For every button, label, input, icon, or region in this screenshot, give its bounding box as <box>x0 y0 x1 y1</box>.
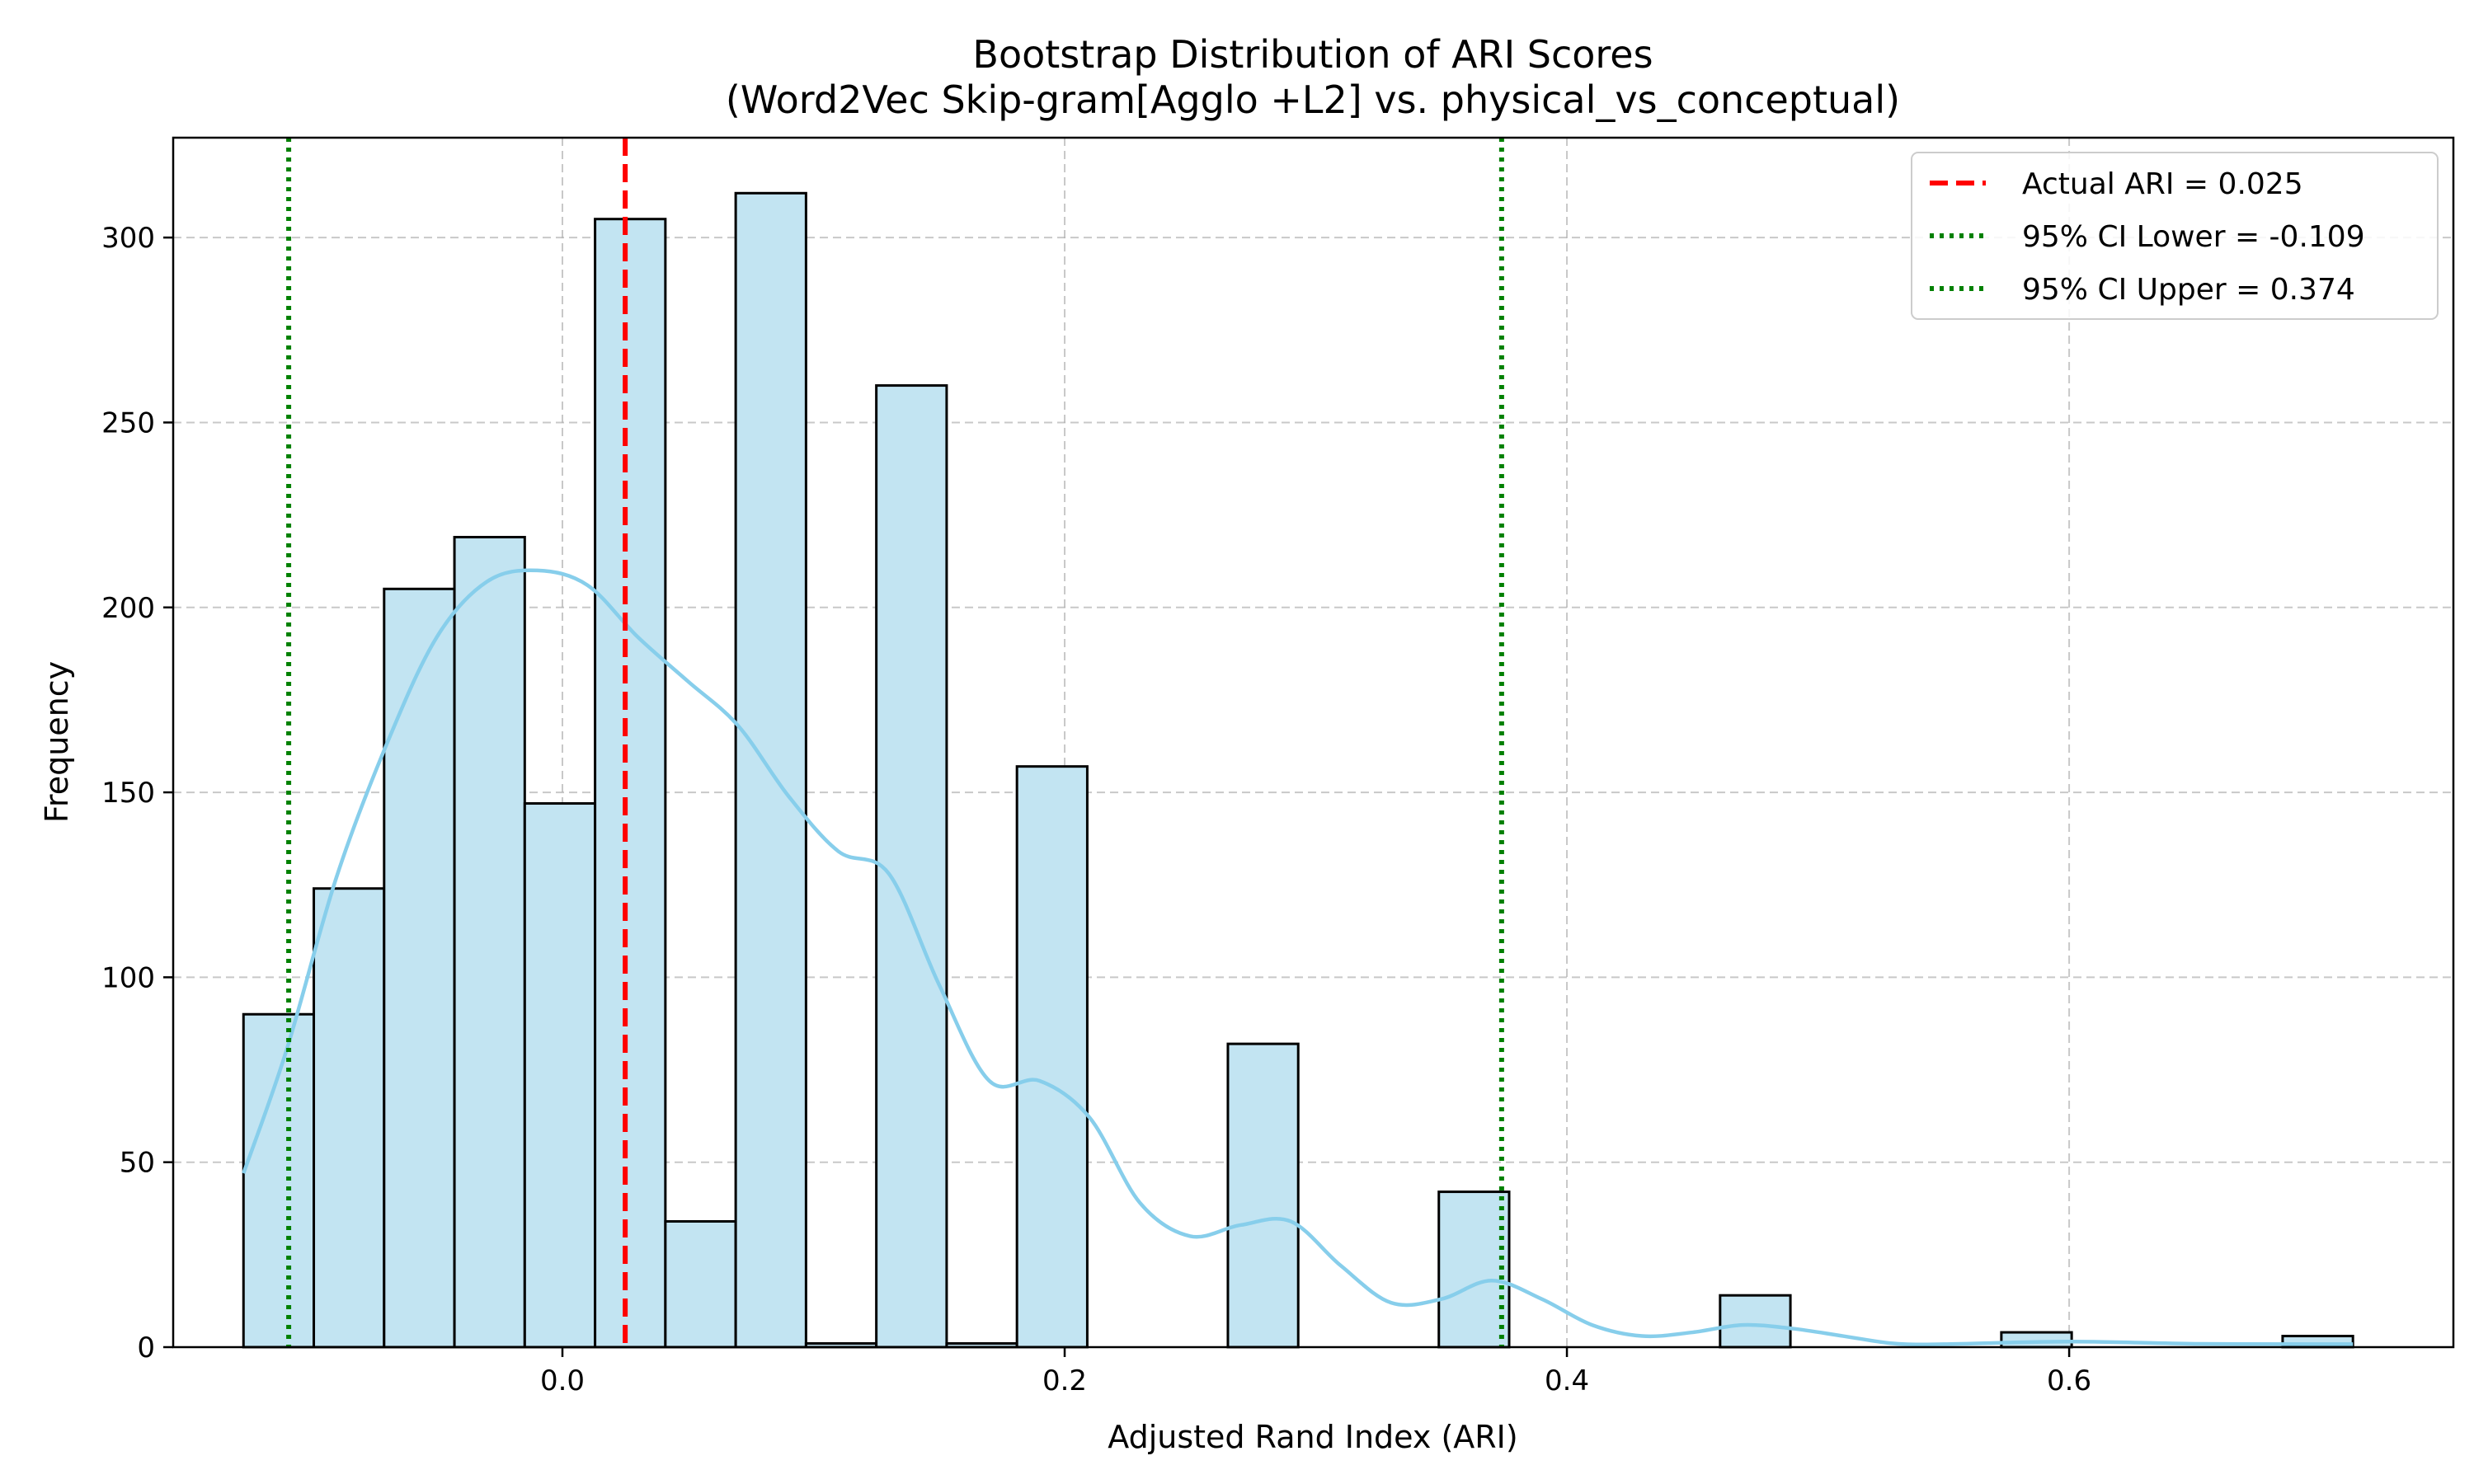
histogram-bar <box>594 218 667 1349</box>
y-axis-label: Frequency <box>39 661 75 823</box>
y-axis-ticks: 0 50 100 150 200 250 300 <box>101 222 173 1364</box>
bars-layer <box>242 191 2354 1349</box>
legend-label: 95% CI Lower = -0.109 <box>2022 220 2365 254</box>
x-axis-ticks: 0.0 0.2 0.4 0.6 <box>540 1347 2091 1397</box>
x-tick-label: 0.0 <box>540 1364 585 1397</box>
x-axis-label: Adjusted Rand Index (ARI) <box>1108 1419 1517 1455</box>
histogram-bar <box>1015 765 1089 1349</box>
x-tick-label: 0.4 <box>1545 1364 1589 1397</box>
legend-label: Actual ARI = 0.025 <box>2022 167 2303 201</box>
histogram-bar <box>1719 1294 1792 1349</box>
y-tick-label: 100 <box>101 961 155 994</box>
legend-items: Actual ARI = 0.025 95% CI Lower = -0.109 9… <box>1930 167 2365 307</box>
histogram-bar <box>664 1219 737 1349</box>
histogram-bar <box>1437 1190 1511 1349</box>
histogram-bar <box>523 802 597 1349</box>
legend: Actual ARI = 0.025 95% CI Lower = -0.109 9… <box>1911 152 2439 320</box>
chart-title: Bootstrap Distribution of ARI Scores <box>972 32 1653 77</box>
x-tick-label: 0.6 <box>2047 1364 2091 1397</box>
histogram-bar <box>383 587 456 1349</box>
histogram-bar <box>242 1012 316 1349</box>
histogram-bar <box>1226 1042 1300 1349</box>
x-tick-label: 0.2 <box>1042 1364 1087 1397</box>
y-tick-label: 200 <box>101 592 155 625</box>
y-tick-label: 0 <box>137 1331 155 1364</box>
plot-frame <box>172 136 2455 1349</box>
kde-curve <box>242 568 2354 1346</box>
histogram-bar <box>875 384 948 1349</box>
reference-lines-layer <box>286 138 1504 1347</box>
y-tick-label: 50 <box>120 1147 155 1180</box>
histogram-bar <box>453 536 526 1349</box>
legend-box <box>1911 152 2439 320</box>
histogram-bar <box>2000 1331 2073 1349</box>
legend-label: 95% CI Upper = 0.374 <box>2022 273 2355 307</box>
chart-subtitle: (Word2Vec Skip-gram[Agglo +L2] vs. physi… <box>726 77 1900 122</box>
histogram-bar <box>313 887 386 1349</box>
y-tick-label: 250 <box>101 406 155 439</box>
y-tick-label: 150 <box>101 777 155 810</box>
y-tick-label: 300 <box>101 222 155 255</box>
